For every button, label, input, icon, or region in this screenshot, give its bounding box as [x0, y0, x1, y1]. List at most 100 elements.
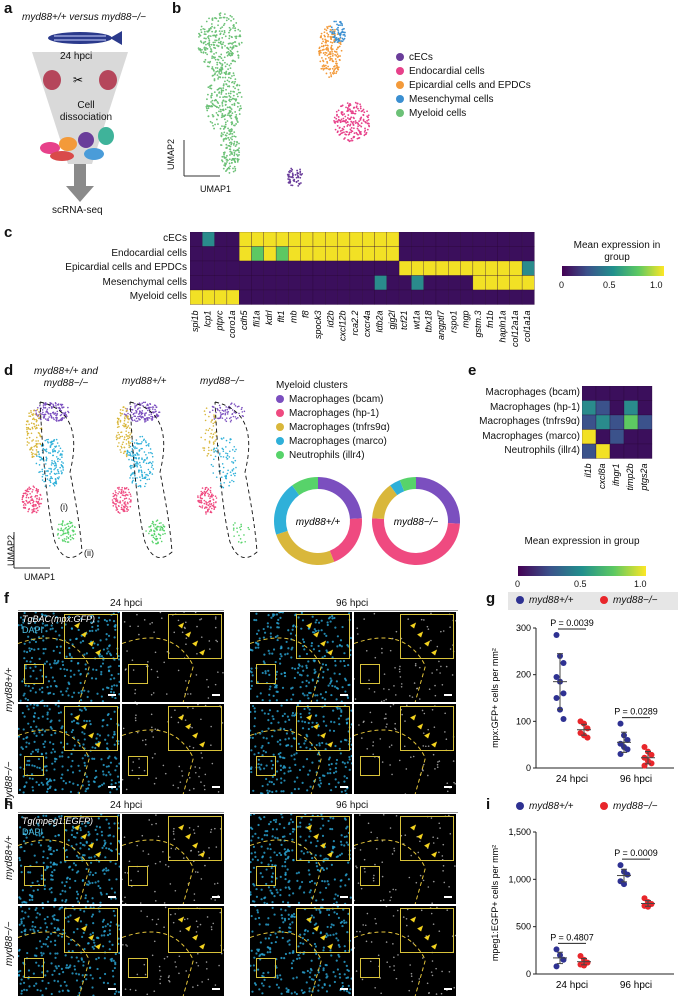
- umap-point: [213, 44, 215, 47]
- umap-d-point: [38, 432, 41, 435]
- arrowhead-icon: [81, 925, 88, 932]
- umap-d-point: [148, 406, 151, 409]
- umap-point: [199, 47, 202, 50]
- umap-point: [331, 60, 334, 63]
- umap-d-point: [129, 505, 132, 508]
- umap-d-point: [45, 448, 48, 450]
- umap-point: [337, 55, 340, 57]
- heatmap-c-gene-label: coro1a: [227, 311, 237, 339]
- umap-point: [236, 105, 239, 108]
- umap-point: [357, 125, 360, 128]
- panel-h-inset: [399, 816, 454, 861]
- umap-d-point: [30, 499, 32, 501]
- umap-d-point: [72, 537, 75, 540]
- umap-point: [324, 41, 327, 44]
- umap-point: [358, 131, 361, 133]
- umap-d-point: [155, 535, 158, 538]
- umap-point: [233, 154, 236, 157]
- heatmap-c-gene-label: rca2.2: [350, 311, 360, 336]
- umap-d-point: [146, 456, 148, 459]
- umap-d-point: [221, 409, 224, 412]
- arrowhead-icon: [327, 649, 334, 656]
- umap-d-point: [124, 501, 126, 503]
- umap-point: [220, 53, 223, 56]
- cluster-outline: [214, 401, 258, 559]
- umap-point: [226, 154, 228, 157]
- umap-point: [228, 85, 231, 88]
- heatmap-c-cell: [325, 289, 338, 305]
- umap-d-point: [213, 414, 215, 416]
- umap-point: [326, 54, 329, 57]
- heatmap-e-cell: [623, 443, 639, 459]
- panel-letter-d: d: [4, 362, 14, 379]
- umap-point: [225, 170, 227, 172]
- umap-point: [227, 144, 230, 147]
- umap-d-point: [62, 462, 64, 464]
- umap-d-point: [40, 445, 43, 447]
- umap-d-point: [41, 409, 44, 411]
- umap-d-point: [203, 447, 206, 449]
- umap-point: [237, 54, 240, 57]
- arrowhead-icon: [431, 851, 438, 858]
- umap-point: [335, 60, 338, 63]
- umap-d-point: [36, 446, 38, 449]
- umap-d-point: [42, 473, 44, 476]
- umap-point: [297, 184, 300, 187]
- umap-point: [216, 70, 219, 73]
- umap-d-point: [38, 453, 40, 455]
- umap-d-point: [219, 482, 222, 485]
- umap-d-point: [145, 453, 147, 456]
- umap-d-point: [215, 411, 217, 414]
- umap-point: [342, 31, 345, 34]
- umap-d-point: [204, 487, 207, 489]
- umap-point: [226, 46, 229, 49]
- umap-point: [233, 131, 236, 134]
- heatmap-c-cell: [337, 246, 351, 262]
- umap-d-point: [23, 492, 26, 495]
- heatmap-c-gene-label: gstm.3: [473, 311, 483, 338]
- umap-d-point: [50, 464, 53, 466]
- heatmap-c-cell: [190, 232, 203, 247]
- umap-point: [224, 35, 227, 38]
- heatmap-c-cell: [362, 232, 375, 247]
- umap-point: [288, 175, 290, 178]
- umap-d-point: [226, 452, 229, 455]
- data-point: [553, 946, 560, 953]
- umap-d-point: [58, 450, 60, 452]
- panel-letter-b: b: [172, 0, 182, 17]
- umap-point: [228, 31, 230, 34]
- umap-d-point: [31, 509, 33, 511]
- umap-point: [322, 45, 325, 48]
- umap-point: [207, 61, 210, 64]
- umap-d-point: [55, 416, 57, 419]
- heatmap-e: il1b cxcl8a ifngr1 timp2b ptgs2a: [582, 386, 653, 492]
- umap-point: [221, 102, 224, 105]
- umap-point: [221, 101, 224, 104]
- umap-point: [331, 57, 333, 60]
- umap-point: [358, 124, 361, 127]
- umap-point: [229, 90, 232, 93]
- umap-d-point: [37, 417, 40, 420]
- umap-d-point: [121, 489, 123, 491]
- arrowhead-icon: [306, 714, 313, 721]
- umap-d-point: [61, 539, 64, 541]
- umap-d-point: [205, 506, 207, 508]
- umap-d-point: [151, 473, 154, 475]
- umap-d-point: [146, 417, 149, 419]
- umap-point: [338, 134, 341, 136]
- umap-d-point: [158, 522, 161, 525]
- umap-point: [229, 150, 232, 153]
- umap-d-point: [206, 489, 209, 492]
- data-point: [560, 716, 567, 722]
- arrowhead-icon: [313, 631, 320, 638]
- umap-point: [346, 117, 349, 119]
- umap-b-legend-item: Epicardial cells and EPDCs: [396, 80, 531, 91]
- umap-d-point: [45, 474, 47, 477]
- umap-point: [366, 128, 369, 131]
- umap-d-point: [150, 462, 153, 465]
- arrowhead-icon: [327, 851, 334, 858]
- umap-point: [208, 17, 210, 20]
- umap-d-point: [32, 455, 35, 458]
- umap-point: [332, 70, 335, 73]
- umap-point: [209, 120, 212, 123]
